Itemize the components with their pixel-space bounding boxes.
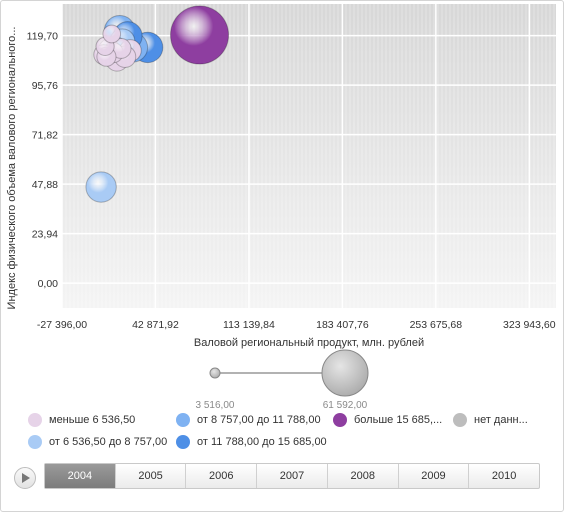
size-legend-small-bubble <box>209 367 221 379</box>
legend-item-6536-8757[interactable]: от 6 536,50 до 8 757,00 <box>28 434 167 450</box>
legend-label: меньше 6 536,50 <box>49 414 136 426</box>
year-tab-2007[interactable]: 2007 <box>257 464 328 488</box>
y-tick-label: 23,94 <box>32 229 58 241</box>
y-axis-title: Индекс физического объема валового регио… <box>6 26 18 310</box>
year-tab-2004[interactable]: 2004 <box>45 464 116 488</box>
legend-item-no-data[interactable]: нет данн... <box>453 412 528 428</box>
legend-dot <box>28 435 42 449</box>
size-legend <box>209 349 369 397</box>
size-legend-large-bubble <box>321 349 369 397</box>
y-tick-label: 0,00 <box>38 278 59 290</box>
x-tick-label: 113 139,84 <box>223 319 275 331</box>
legend-item-more-15685[interactable]: больше 15 685,... <box>333 412 442 428</box>
x-tick-label: 253 675,68 <box>410 319 463 331</box>
play-button[interactable] <box>14 467 36 489</box>
play-icon <box>22 473 30 483</box>
legend-item-8757-11788[interactable]: от 8 757,00 до 11 788,00 <box>176 412 321 428</box>
year-tab-2005[interactable]: 2005 <box>116 464 187 488</box>
x-tick-label: 183 407,76 <box>316 319 369 331</box>
bubble-point[interactable] <box>102 24 122 44</box>
legend-dot <box>333 413 347 427</box>
legend-label: больше 15 685,... <box>354 414 443 426</box>
legend-item-less-6536[interactable]: меньше 6 536,50 <box>28 412 135 428</box>
x-tick-label: -27 396,00 <box>37 319 87 331</box>
y-tick-label: 71,82 <box>32 130 58 142</box>
year-tabs: 2004 2005 2006 2007 2008 2009 2010 <box>44 463 540 489</box>
year-tab-2010[interactable]: 2010 <box>491 470 517 482</box>
y-tick-label: 119,70 <box>27 31 58 43</box>
legend-label: от 8 757,00 до 11 788,00 <box>197 414 321 426</box>
legend-dot <box>176 413 190 427</box>
year-timeline: 2004 2005 2006 2007 2008 2009 2010 <box>14 463 542 491</box>
x-axis-title: Валовой региональный продукт, млн. рубле… <box>193 337 425 349</box>
year-tab-2009[interactable]: 2009 <box>399 464 470 488</box>
year-tab-2008[interactable]: 2008 <box>328 464 399 488</box>
year-tab-2006[interactable]: 2006 <box>186 464 258 488</box>
y-tick-label: 95,76 <box>32 80 58 92</box>
bubble-point[interactable] <box>170 5 230 65</box>
legend-label: нет данн... <box>474 414 528 426</box>
legend-label: от 11 788,00 до 15 685,00 <box>197 436 327 448</box>
bubble-point[interactable] <box>85 171 117 203</box>
y-axis-title-wrap: Индекс физического объема валового регио… <box>2 20 22 316</box>
legend-item-11788-15685[interactable]: от 11 788,00 до 15 685,00 <box>176 434 327 450</box>
size-legend-min-label: 3 516,00 <box>195 400 235 411</box>
size-legend-max-label: 61 592,00 <box>322 400 368 411</box>
x-tick-label: 42 871,92 <box>132 319 179 331</box>
y-tick-label: 47,88 <box>32 179 58 191</box>
legend-dot <box>453 413 467 427</box>
x-tick-label: 323 943,60 <box>503 319 556 331</box>
legend-dot <box>176 435 190 449</box>
legend-label: от 6 536,50 до 8 757,00 <box>49 436 168 448</box>
legend-dot <box>28 413 42 427</box>
